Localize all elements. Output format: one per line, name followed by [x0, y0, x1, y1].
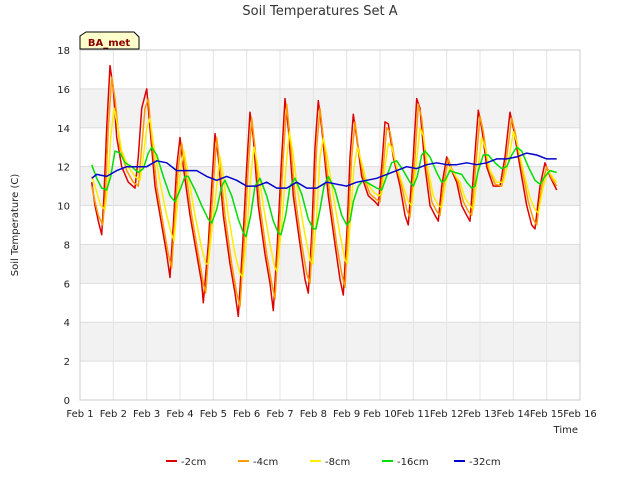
- plot-band: [80, 88, 580, 128]
- x-tick-label: Feb 11: [397, 409, 431, 420]
- x-tick-label: Feb 2: [100, 409, 127, 420]
- x-tick-label: Feb 13: [463, 409, 497, 420]
- series-lines: [90, 64, 558, 318]
- chart-title: Soil Temperatures Set A: [242, 4, 397, 19]
- legend-item: -4cm: [238, 457, 278, 468]
- y-tick-label: 4: [64, 318, 70, 329]
- y-tick-labels: 0 2 4 6 8 10 12 14 16 18: [57, 46, 70, 407]
- x-tick-label: Feb 6: [233, 409, 260, 420]
- y-tick-label: 14: [57, 124, 70, 135]
- legend-item: -8cm: [310, 457, 350, 468]
- legend: -2cm -4cm -8cm -16cm -32cm: [166, 457, 501, 468]
- x-tick-label: Feb 8: [300, 409, 327, 420]
- legend-label: -8cm: [325, 457, 350, 468]
- y-tick-label: 10: [57, 202, 70, 213]
- series-line-2cm: [90, 64, 558, 318]
- x-tick-label: Feb 14: [497, 409, 531, 420]
- x-axis-title: Time: [553, 425, 578, 436]
- plot-frame: [79, 49, 581, 401]
- x-tick-label: Feb 3: [133, 409, 160, 420]
- plot-background: [80, 88, 580, 362]
- badge-box: [79, 31, 140, 50]
- legend-item: -16cm: [382, 457, 429, 468]
- x-tick-label: Feb 16: [563, 409, 597, 420]
- y-tick-label: 2: [64, 357, 70, 368]
- plot-band: [80, 322, 580, 362]
- legend-item: -32cm: [454, 457, 501, 468]
- legend-item: -2cm: [166, 457, 206, 468]
- legend-label: -2cm: [181, 457, 206, 468]
- series-line-8cm: [90, 107, 558, 279]
- series-line-4cm: [90, 76, 558, 308]
- x-tick-label: Feb 9: [333, 409, 360, 420]
- y-axis-title: Soil Temperature (C): [10, 174, 21, 277]
- y-tick-label: 16: [57, 85, 70, 96]
- legend-label: -4cm: [253, 457, 278, 468]
- badge-label: BA_met: [88, 38, 131, 49]
- x-tick-label: Feb 4: [166, 409, 193, 420]
- x-tick-label: Feb 7: [266, 409, 293, 420]
- x-tick-label: Feb 12: [430, 409, 464, 420]
- y-tick-label: 12: [57, 163, 70, 174]
- y-tick-label: 8: [64, 240, 70, 251]
- y-tick-label: 18: [57, 46, 70, 57]
- series-line-16cm: [90, 146, 557, 238]
- y-tick-label: 6: [64, 279, 70, 290]
- x-tick-label: Feb 5: [200, 409, 227, 420]
- y-tick-label: 0: [64, 396, 70, 407]
- legend-label: -32cm: [469, 457, 501, 468]
- x-tick-label: Feb 15: [530, 409, 564, 420]
- legend-label: -16cm: [397, 457, 429, 468]
- series-line-32cm: [91, 152, 557, 189]
- x-tick-labels: Feb 1 Feb 2 Feb 3 Feb 4 Feb 5 Feb 6 Feb 7 Feb 8…: [66, 409, 596, 420]
- x-tick-label: Feb 10: [363, 409, 397, 420]
- plot-band: [80, 244, 580, 284]
- station-badge: BA_met: [79, 31, 140, 50]
- x-tick-label: Feb 1: [66, 409, 93, 420]
